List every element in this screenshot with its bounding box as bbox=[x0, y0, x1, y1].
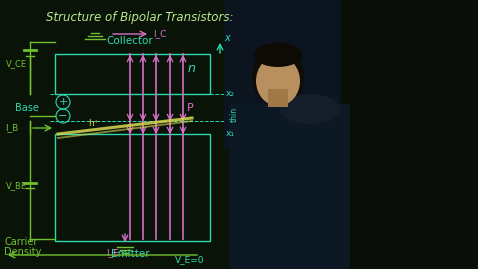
Text: x₁: x₁ bbox=[226, 129, 235, 139]
Polygon shape bbox=[225, 0, 340, 269]
Polygon shape bbox=[225, 0, 340, 148]
Text: n: n bbox=[188, 62, 196, 76]
Text: V_E=0: V_E=0 bbox=[175, 255, 205, 264]
Text: Collector: Collector bbox=[107, 36, 153, 46]
Text: thin: thin bbox=[229, 107, 239, 122]
Bar bbox=[230, 104, 350, 269]
Bar bbox=[268, 89, 288, 107]
Text: I_E: I_E bbox=[107, 248, 120, 257]
Ellipse shape bbox=[256, 56, 300, 106]
Text: x₂: x₂ bbox=[226, 90, 235, 98]
Text: Base: Base bbox=[15, 103, 39, 113]
Ellipse shape bbox=[254, 43, 302, 67]
Ellipse shape bbox=[280, 94, 340, 124]
Text: −: − bbox=[58, 111, 68, 121]
Polygon shape bbox=[225, 0, 340, 149]
Bar bbox=[0, 0, 232, 269]
Text: V_BE: V_BE bbox=[5, 182, 27, 190]
Text: Carrier: Carrier bbox=[4, 237, 37, 247]
Text: I_C: I_C bbox=[153, 30, 166, 38]
Text: x: x bbox=[224, 33, 230, 43]
Text: I_B: I_B bbox=[5, 123, 19, 133]
Bar bbox=[55, 134, 210, 241]
Text: Structure of Bipolar Transistors:: Structure of Bipolar Transistors: bbox=[46, 11, 234, 24]
Text: Emitter: Emitter bbox=[111, 249, 149, 259]
Text: V_CE: V_CE bbox=[5, 59, 27, 69]
Text: P: P bbox=[186, 103, 194, 113]
Text: +: + bbox=[58, 97, 68, 107]
Ellipse shape bbox=[252, 48, 304, 106]
Text: h⁺: h⁺ bbox=[88, 119, 98, 128]
Bar bbox=[55, 54, 210, 94]
Text: Density: Density bbox=[4, 247, 42, 257]
